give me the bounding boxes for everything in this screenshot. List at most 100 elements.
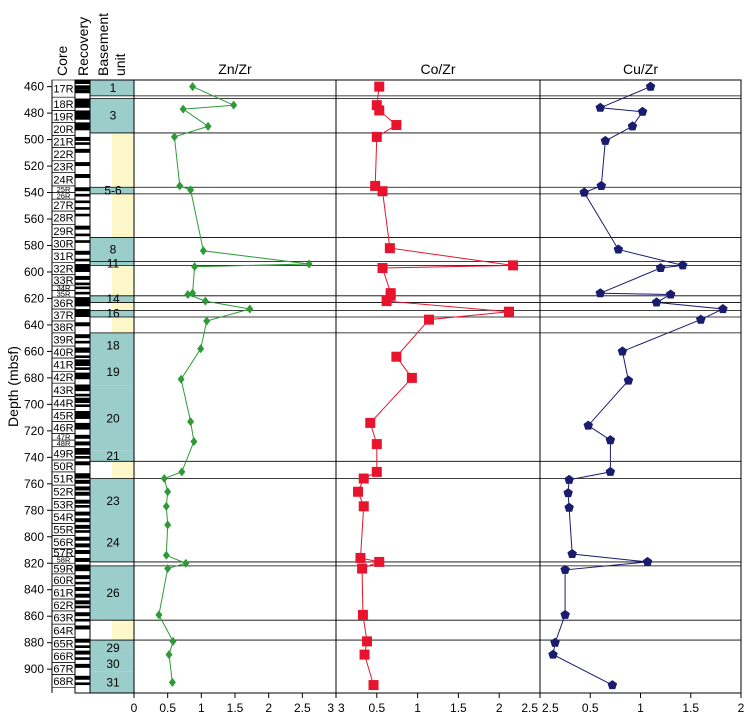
core-label: 29R <box>53 226 73 238</box>
core-label: 26R <box>57 192 71 201</box>
data-point <box>678 260 688 270</box>
data-point <box>642 556 653 566</box>
core-label: 52R <box>53 487 73 499</box>
sediment-interval <box>112 620 134 641</box>
x-tick-label: 2.5 <box>521 701 538 715</box>
basement-unit-band <box>90 358 134 386</box>
x-tick-label: 1.5 <box>682 701 699 715</box>
data-point <box>164 564 172 574</box>
recovery-bar <box>75 98 90 108</box>
core-label: 18R <box>53 99 73 111</box>
basement-unit-band <box>90 261 134 266</box>
recovery-bar <box>75 564 90 572</box>
recovery-bar <box>75 340 90 344</box>
recovery-bar <box>75 524 90 529</box>
x-tick-label: 2 <box>738 701 745 715</box>
recovery-bar <box>75 367 90 370</box>
data-point <box>424 314 435 325</box>
recovery-bar <box>75 625 90 630</box>
basement-unit-label: 1 <box>110 81 117 95</box>
basement-unit-label: 21 <box>106 449 120 463</box>
data-point <box>548 649 558 659</box>
basement-unit-band <box>90 80 134 96</box>
core-label: 65R <box>53 638 73 650</box>
recovery-bar <box>75 282 90 286</box>
data-point <box>374 556 385 567</box>
depth-tick-label: 460 <box>24 80 44 94</box>
data-point <box>385 290 396 301</box>
depth-tick-label: 580 <box>24 238 44 252</box>
recovery-bar <box>75 650 90 655</box>
basement-unit-label: 29 <box>106 641 120 655</box>
depth-tick-label: 620 <box>24 291 44 305</box>
x-tick-label: 1 <box>637 701 644 715</box>
recovery-bar <box>75 612 90 617</box>
recovery-bar <box>75 347 90 353</box>
x-tick-label: 0.5 <box>582 701 599 715</box>
recovery-bar <box>75 162 90 167</box>
x-tick-label: 2 <box>496 701 503 715</box>
recovery-bar <box>75 297 90 307</box>
data-point <box>595 102 606 112</box>
depth-tick-label: 760 <box>24 477 44 491</box>
series-line <box>552 86 725 686</box>
data-point <box>357 609 368 620</box>
data-point <box>362 636 373 647</box>
data-point <box>365 417 376 428</box>
sediment-interval <box>112 193 134 238</box>
data-point <box>178 467 186 477</box>
data-point <box>204 121 212 131</box>
recovery-bar <box>75 193 90 197</box>
core-label: 31R <box>53 251 73 263</box>
recovery-bar <box>75 518 90 523</box>
panel-title: Cu/Zr <box>623 61 658 77</box>
sediment-interval <box>112 461 134 479</box>
recovery-bar <box>75 148 90 153</box>
basement-unit-band <box>90 310 134 317</box>
x-tick-label: 1 <box>198 701 205 715</box>
data-point <box>655 263 666 272</box>
data-point <box>355 552 366 563</box>
data-point <box>187 417 195 427</box>
data-point <box>190 436 198 446</box>
x-tick-label: 3 <box>338 701 345 715</box>
data-point <box>165 650 173 660</box>
data-point <box>189 288 197 298</box>
data-point <box>579 187 589 197</box>
basement-unit-band <box>90 98 134 133</box>
core-label: 50R <box>53 461 73 473</box>
recovery-bar <box>75 110 90 120</box>
data-point <box>381 296 392 307</box>
core-label: 19R <box>53 111 73 123</box>
sediment-interval <box>112 265 134 296</box>
core-label: 63R <box>53 612 73 624</box>
recovery-bar <box>75 359 90 366</box>
data-point <box>358 501 369 512</box>
core-label: 33R <box>53 275 73 287</box>
x-tick-label: 1.5 <box>450 701 467 715</box>
recovery-bar <box>75 264 90 272</box>
panel-frame <box>539 79 742 694</box>
recovery-bar <box>75 441 90 446</box>
data-point <box>358 473 369 484</box>
data-point <box>665 289 676 299</box>
core-label: 41R <box>53 360 73 372</box>
recovery-bar <box>75 511 90 516</box>
recovery-bar <box>75 675 90 680</box>
recovery-bar <box>75 393 90 397</box>
core-label: 38R <box>53 322 73 334</box>
data-point <box>177 374 185 384</box>
recovery-bar <box>75 456 90 459</box>
recovery-bar <box>75 581 90 585</box>
recovery-bar <box>75 397 90 404</box>
data-point <box>191 262 199 272</box>
recovery-column <box>75 80 90 686</box>
recovery-bar <box>75 479 90 484</box>
core-label: 30R <box>53 238 73 250</box>
core-label: 47R <box>57 433 71 442</box>
x-tick-label: 1.5 <box>227 701 244 715</box>
data-point <box>162 501 170 511</box>
basement-unit-band <box>90 671 134 693</box>
basement-unit-label: 24 <box>106 536 120 550</box>
recovery-bar <box>75 291 90 295</box>
